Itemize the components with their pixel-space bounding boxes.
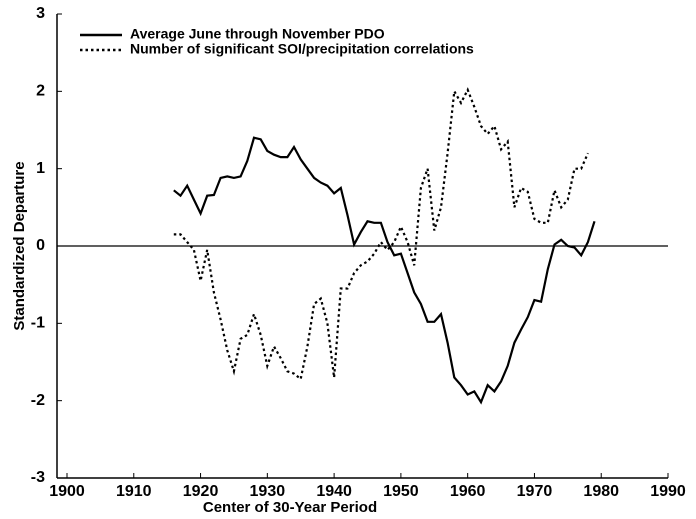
x-tick-label: 1990 (650, 483, 686, 500)
y-tick-label: -1 (31, 315, 45, 332)
x-tick-label: 1980 (583, 483, 619, 500)
y-tick-label: 1 (36, 160, 45, 177)
x-tick-label: 1970 (517, 483, 553, 500)
series-line (173, 136, 596, 405)
y-tick-label: -2 (31, 392, 45, 409)
legend-label: Average June through November PDO (130, 26, 385, 42)
series-line (173, 87, 589, 381)
y-tick-label: 0 (36, 237, 45, 254)
x-tick-label: 1960 (450, 483, 486, 500)
y-tick-label: 3 (36, 5, 45, 22)
x-axis-label: Center of 30-Year Period (203, 499, 377, 516)
x-tick-label: 1900 (49, 483, 85, 500)
x-tick-label: 1930 (250, 483, 286, 500)
x-tick-label: 1920 (183, 483, 219, 500)
x-tick-label: 1910 (116, 483, 152, 500)
x-tick-label: 1940 (316, 483, 352, 500)
y-tick-label: 2 (36, 83, 45, 100)
legend-label: Number of significant SOI/precipitation … (130, 41, 474, 57)
y-tick-label: -3 (31, 469, 45, 486)
y-axis-label: Standardized Departure (11, 161, 28, 330)
x-tick-label: 1950 (383, 483, 419, 500)
